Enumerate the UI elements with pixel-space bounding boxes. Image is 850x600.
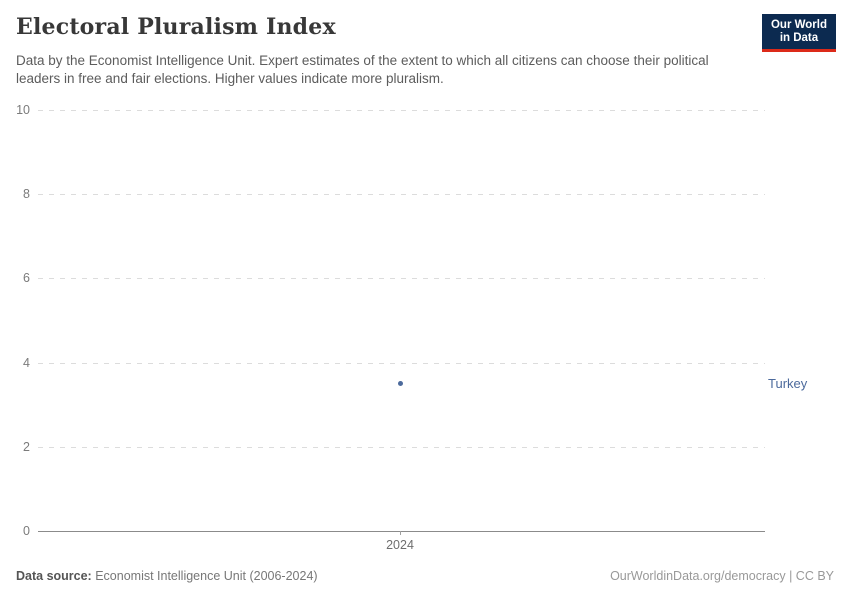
data-source-label: Data source: [16, 569, 92, 583]
x-axis-label-2024: 2024 [386, 538, 414, 552]
entity-label-turkey[interactable]: Turkey [768, 375, 808, 391]
y-axis-label-10: 10 [16, 103, 30, 117]
y-gridline-6 [38, 278, 765, 280]
data-point-turkey-2024[interactable] [397, 381, 403, 387]
owid-logo-line2: in Data [779, 32, 819, 44]
data-source-value: Economist Intelligence Unit (2006-2024) [91, 569, 318, 583]
chart-footer: Data source: Economist Intelligence Unit… [16, 569, 834, 583]
y-axis-label-0: 0 [23, 524, 30, 538]
y-gridline-2 [38, 446, 765, 448]
page-title: Electoral Pluralism Index [16, 14, 336, 40]
y-gridline-10 [38, 110, 765, 111]
y-gridline-0 [38, 531, 765, 532]
owid-logo-line1: Our World [770, 19, 827, 31]
data-source-note: Data source: Economist Intelligence Unit… [16, 569, 318, 583]
y-axis-label-8: 8 [23, 187, 30, 202]
owid-logo[interactable]: Our World in Data [761, 14, 836, 52]
y-axis-label-6: 6 [23, 271, 30, 286]
y-axis-label-4: 4 [23, 355, 30, 370]
chart-subtitle: Data by the Economist Intelligence Unit.… [16, 53, 709, 86]
y-gridline-4 [38, 362, 765, 364]
credit-link[interactable]: OurWorldinData.org/democracy | CC BY [610, 569, 834, 583]
y-gridline-8 [38, 194, 765, 196]
x-axis-tick [400, 531, 401, 535]
y-axis-label-2: 2 [23, 439, 30, 454]
